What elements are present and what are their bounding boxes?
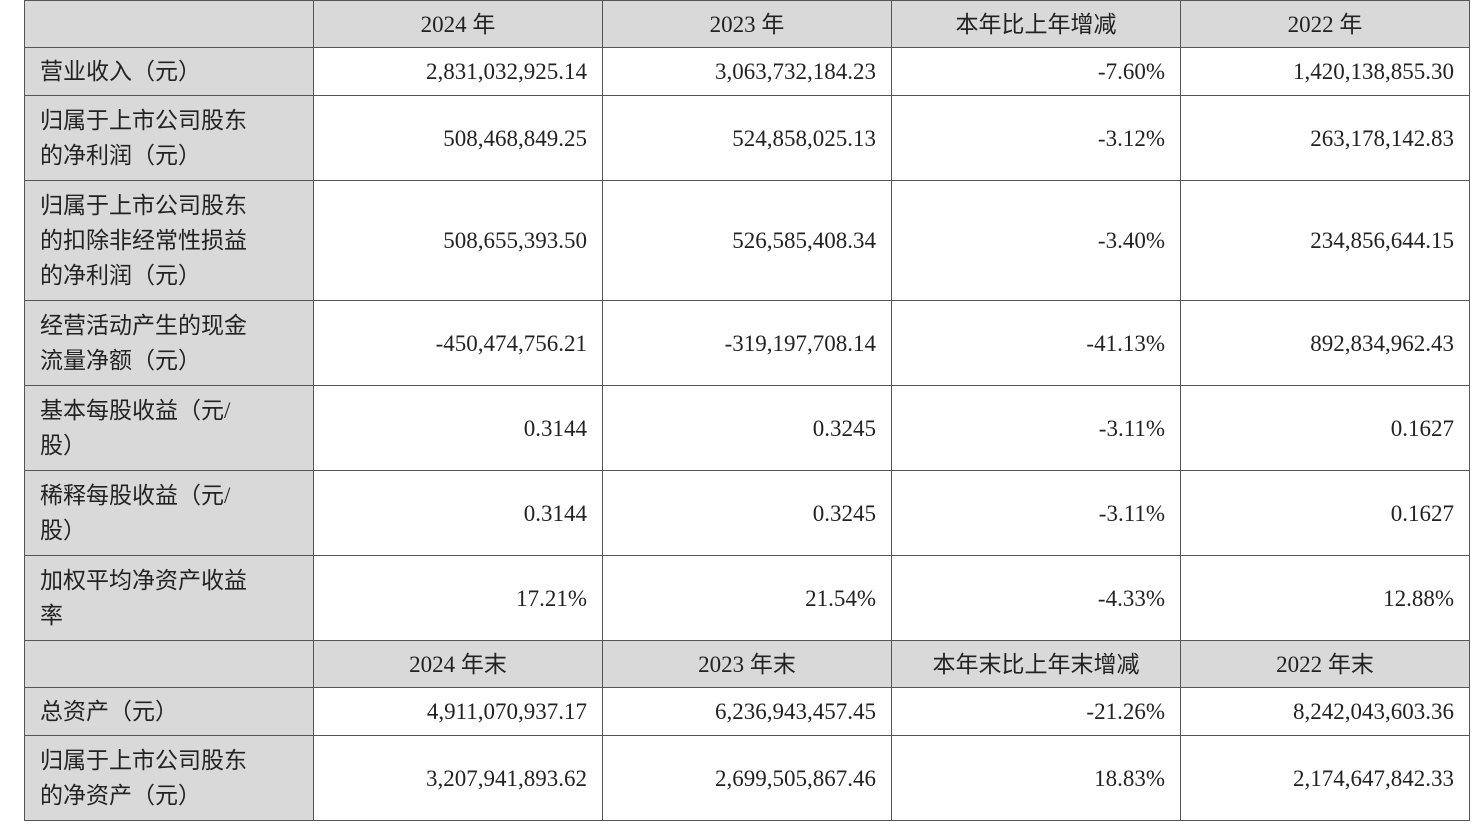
header-row: 2024 年 2023 年本年比上年增减 2022 年 [24,0,1470,48]
financial-table: 2024 年 2023 年本年比上年增减 2022 年营业收入（元） 2,831,03… [24,0,1470,821]
value-cell: 8,242,043,603.36 [1180,687,1470,736]
value-cell: 0.3245 [602,470,892,556]
header-cell [24,640,314,688]
value-cell: 234,856,644.15 [1180,180,1470,301]
value-cell: 892,834,962.43 [1180,300,1470,386]
value-cell: 21.54% [602,555,892,641]
row-label: 经营活动产生的现金 流量净额（元） [24,300,314,386]
value-cell: 0.1627 [1180,385,1470,471]
row-label: 稀释每股收益（元/股） [24,470,314,556]
value-cell: 3,063,732,184.23 [602,47,892,96]
value-cell: -450,474,756.21 [313,300,603,386]
row-label-line: 股） [40,518,86,543]
row-label-line: 稀释每股收益（元/ [40,483,231,508]
value-cell: 17.21% [313,555,603,641]
data-row: 归属于上市公司股东 的净利润（元） 508,468,849.25 524,858,02… [24,95,1470,181]
row-label-line: 归属于上市公司股东 [40,193,247,218]
value-cell: -21.26% [891,687,1181,736]
value-cell: 4,911,070,937.17 [313,687,603,736]
value-cell: 12.88% [1180,555,1470,641]
row-label-line: 的扣除非经常性损益 [40,228,247,253]
value-cell: 2,174,647,842.33 [1180,735,1470,821]
value-cell: 0.3245 [602,385,892,471]
row-label: 归属于上市公司股东 的净资产（元） [24,735,314,821]
value-cell: -3.40% [891,180,1181,301]
data-row: 归属于上市公司股东 的扣除非经常性损益 的净利润（元） 508,655,393.50 5… [24,180,1470,301]
value-cell: 0.1627 [1180,470,1470,556]
row-label-line: 经营活动产生的现金 [40,313,247,338]
header-cell: 本年末比上年末增减 [891,640,1181,688]
header-cell: 2024 年 [313,0,603,48]
row-label-line: 归属于上市公司股东 [40,108,247,133]
row-label: 基本每股收益（元/股） [24,385,314,471]
value-cell: 508,655,393.50 [313,180,603,301]
data-row: 总资产（元） 4,911,070,937.17 6,236,943,457.45 -2… [24,687,1470,736]
row-label-line: 的净资产（元） [40,783,201,808]
row-label-line: 总资产（元） [40,699,178,724]
value-cell: -3.11% [891,470,1181,556]
row-label-line: 的净利润（元） [40,143,201,168]
value-cell: 0.3144 [313,385,603,471]
value-cell: 0.3144 [313,470,603,556]
row-label: 营业收入（元） [24,47,314,96]
header-cell: 本年比上年增减 [891,0,1181,48]
row-label-line: 流量净额（元） [40,348,201,373]
value-cell: -7.60% [891,47,1181,96]
header-cell: 2023 年 [602,0,892,48]
row-label: 加权平均净资产收益率 [24,555,314,641]
data-row: 营业收入（元） 2,831,032,925.14 3,063,732,184.23-… [24,47,1470,96]
header-row: 2024 年末 2023 年末 本年末比上年末增减 2022 年末 [24,640,1470,688]
value-cell: 508,468,849.25 [313,95,603,181]
row-label-line: 的净利润（元） [40,263,201,288]
table-body: 2024 年 2023 年本年比上年增减 2022 年营业收入（元） 2,831,03… [24,0,1470,821]
value-cell: -319,197,708.14 [602,300,892,386]
row-label-line: 率 [40,603,63,628]
row-label: 总资产（元） [24,687,314,736]
row-label-line: 股） [40,433,86,458]
value-cell: 526,585,408.34 [602,180,892,301]
header-cell: 2024 年末 [313,640,603,688]
value-cell: 263,178,142.83 [1180,95,1470,181]
row-label: 归属于上市公司股东 的扣除非经常性损益 的净利润（元） [24,180,314,301]
value-cell: -41.13% [891,300,1181,386]
header-cell: 2023 年末 [602,640,892,688]
row-label-line: 归属于上市公司股东 [40,748,247,773]
value-cell: -4.33% [891,555,1181,641]
header-cell: 2022 年 [1180,0,1470,48]
row-label-line: 加权平均净资产收益 [40,568,247,593]
value-cell: 524,858,025.13 [602,95,892,181]
value-cell: 6,236,943,457.45 [602,687,892,736]
value-cell: 2,831,032,925.14 [313,47,603,96]
value-cell: -3.11% [891,385,1181,471]
value-cell: -3.12% [891,95,1181,181]
header-cell: 2022 年末 [1180,640,1470,688]
data-row: 归属于上市公司股东 的净资产（元） 3,207,941,893.62 2,699,50… [24,735,1470,821]
data-row: 经营活动产生的现金 流量净额（元） -450,474,756.21 -319,197,… [24,300,1470,386]
value-cell: 2,699,505,867.46 [602,735,892,821]
row-label-line: 基本每股收益（元/ [40,398,231,423]
row-label: 归属于上市公司股东 的净利润（元） [24,95,314,181]
data-row: 基本每股收益（元/股） 0.3144 0.3245 -3.11% 0.1627 [24,385,1470,471]
header-cell [24,0,314,48]
row-label-line: 营业收入（元） [40,59,201,84]
data-row: 稀释每股收益（元/股） 0.3144 0.3245 -3.11% 0.1627 [24,470,1470,556]
value-cell: 3,207,941,893.62 [313,735,603,821]
value-cell: 18.83% [891,735,1181,821]
value-cell: 1,420,138,855.30 [1180,47,1470,96]
data-row: 加权平均净资产收益率 17.21% 21.54% -4.33% 12.88% [24,555,1470,641]
